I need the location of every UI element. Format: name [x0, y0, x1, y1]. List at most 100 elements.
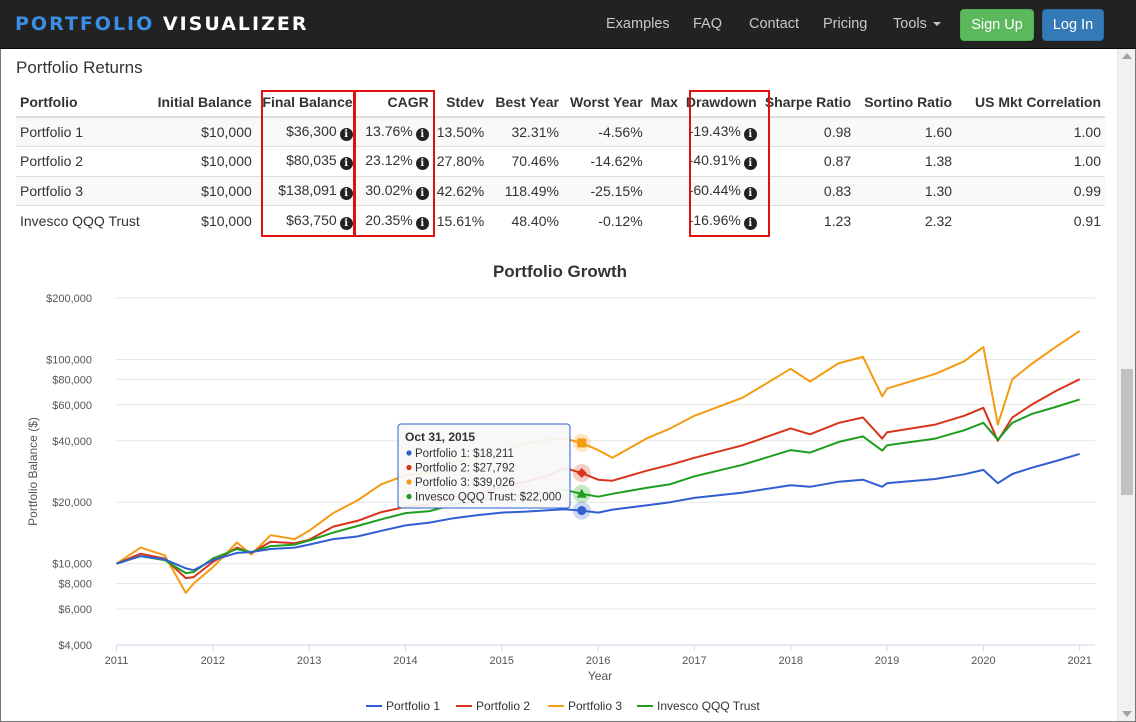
- table-cell: -60.44% i: [646, 175, 761, 206]
- sign-up-button[interactable]: Sign Up: [960, 9, 1034, 41]
- y-tick-label: $20,000: [52, 497, 92, 509]
- scroll-up-arrow-icon[interactable]: [1122, 53, 1132, 59]
- table-cell: Portfolio 1: [16, 116, 144, 147]
- table-cell: 0.98: [760, 116, 856, 147]
- info-icon[interactable]: i: [415, 157, 429, 171]
- table-cell: 13.50%: [432, 116, 489, 147]
- table-cell: 1.38: [855, 146, 957, 176]
- tooltip-bullet: [406, 493, 412, 500]
- table-cell: 23.12% i: [356, 146, 433, 176]
- col-header[interactable]: Worst Year: [562, 88, 647, 118]
- hover-marker[interactable]: [576, 468, 587, 479]
- table-cell: 30.02% i: [356, 175, 433, 206]
- portfolio-growth-chart: Portfolio Growth $4,000 $6,000 $8,000 $10,00…: [26, 262, 1095, 713]
- col-header[interactable]: Sharpe Ratio: [760, 88, 856, 118]
- info-icon[interactable]: i: [415, 128, 429, 141]
- table-cell: -40.91% i: [646, 146, 761, 176]
- cell-value: -16.96%: [688, 211, 741, 228]
- scroll-down-arrow-icon[interactable]: [1122, 711, 1132, 717]
- x-tick-label: 2018: [778, 655, 802, 667]
- hover-marker[interactable]: [577, 438, 587, 448]
- nav-tools-dropdown[interactable]: Tools: [893, 16, 941, 32]
- cell-value: Portfolio 1: [20, 124, 84, 140]
- table-cell: $10,000: [143, 116, 256, 147]
- table-cell: 0.99: [956, 175, 1105, 206]
- col-header[interactable]: Stdev: [432, 88, 489, 118]
- col-header[interactable]: Final Balance: [255, 88, 357, 118]
- brand-part1: PORTFOLIO: [15, 13, 155, 35]
- highlight-final-balance: [261, 90, 355, 237]
- col-header[interactable]: Initial Balance: [143, 88, 256, 118]
- table-cell: 13.76% i: [356, 116, 433, 147]
- page-scrollbar[interactable]: [1117, 49, 1136, 722]
- col-header[interactable]: Best Year: [488, 88, 563, 118]
- x-tick-label: 2014: [393, 655, 417, 667]
- table-cell: $10,000: [143, 175, 256, 206]
- table-row: Portfolio 3 $10,000 $138,091 i 30.02% i 42.62%…: [16, 175, 1105, 206]
- y-tick-label: $4,000: [58, 640, 92, 652]
- scroll-thumb[interactable]: [1121, 369, 1133, 495]
- info-icon[interactable]: i: [415, 216, 429, 230]
- table-cell: -14.62%: [562, 146, 647, 176]
- table-cell: 15.61%: [432, 205, 489, 235]
- hover-marker[interactable]: [577, 506, 587, 516]
- highlight-cagr: [354, 90, 435, 237]
- y-tick-label: $40,000: [52, 436, 92, 448]
- col-header[interactable]: US Mkt Correlation: [956, 88, 1105, 118]
- cell-value: -19.43%: [688, 123, 741, 139]
- cell-value: $10,000: [201, 212, 252, 229]
- nav-faq[interactable]: FAQ: [693, 16, 723, 32]
- cell-value: $138,091: [278, 181, 337, 198]
- info-icon[interactable]: i: [415, 186, 429, 200]
- cell-value: 15.61%: [436, 212, 485, 229]
- col-header[interactable]: Portfolio: [16, 88, 144, 118]
- cell-value: $10,000: [201, 124, 252, 140]
- tooltip-line: Portfolio 2: $27,792: [415, 463, 515, 475]
- col-header[interactable]: Sortino Ratio: [855, 88, 957, 118]
- x-tick-label: 2021: [1067, 655, 1091, 667]
- cell-value: 0.98: [823, 124, 852, 140]
- x-tick-label: 2019: [875, 655, 899, 667]
- cell-value: Portfolio 2: [20, 153, 84, 170]
- info-icon[interactable]: i: [339, 186, 353, 200]
- table-cell: 1.30: [855, 175, 957, 206]
- info-icon[interactable]: i: [339, 216, 353, 230]
- table-cell: Portfolio 2: [16, 146, 144, 176]
- table-row: Portfolio 1 $10,000 $36,300 i 13.76% i 13.50% 3…: [16, 116, 1105, 147]
- series-line-portfolio-1[interactable]: [116, 452, 1080, 572]
- legend-item: Portfolio 3: [568, 699, 622, 713]
- col-header[interactable]: CAGR: [356, 88, 433, 118]
- info-icon[interactable]: i: [743, 128, 757, 141]
- info-icon[interactable]: i: [339, 157, 353, 171]
- y-axis-label: Portfolio Balance ($): [26, 417, 40, 526]
- col-header[interactable]: Drawdown: [681, 88, 761, 118]
- table-cell: -4.56%: [562, 116, 647, 147]
- navbar: PORTFOLIO VISUALIZER Examples FAQ Contac…: [0, 0, 1136, 49]
- legend-item: Portfolio 1: [386, 699, 440, 713]
- info-icon[interactable]: i: [743, 157, 757, 171]
- nav-examples[interactable]: Examples: [606, 16, 670, 32]
- nav-contact[interactable]: Contact: [749, 16, 799, 32]
- series-line-portfolio-3[interactable]: [115, 330, 1081, 594]
- cell-value: 70.46%: [511, 153, 559, 170]
- cell-value: 1.00: [1073, 153, 1101, 170]
- cell-value: -4.56%: [598, 124, 643, 140]
- cell-value: 13.50%: [436, 124, 485, 140]
- info-icon[interactable]: i: [339, 128, 353, 141]
- nav-pricing[interactable]: Pricing: [823, 16, 868, 32]
- cell-value: $36,300: [286, 123, 337, 139]
- cell-value: -40.91%: [688, 152, 741, 169]
- cell-value: 32.31%: [511, 124, 559, 140]
- cell-value: 27.80%: [436, 153, 485, 170]
- y-tick-label: $80,000: [52, 374, 92, 386]
- brand-logo[interactable]: PORTFOLIO VISUALIZER: [15, 13, 308, 35]
- cell-value: 0.99: [1073, 182, 1101, 199]
- col-header[interactable]: Max: [646, 88, 682, 118]
- hover-marker[interactable]: [576, 488, 587, 498]
- log-in-button[interactable]: Log In: [1042, 9, 1104, 41]
- table-cell: 1.00: [956, 146, 1105, 176]
- table-cell: 48.40%: [488, 205, 563, 235]
- table-cell: -25.15%: [562, 175, 647, 206]
- info-icon[interactable]: i: [743, 216, 757, 230]
- info-icon[interactable]: i: [743, 186, 757, 200]
